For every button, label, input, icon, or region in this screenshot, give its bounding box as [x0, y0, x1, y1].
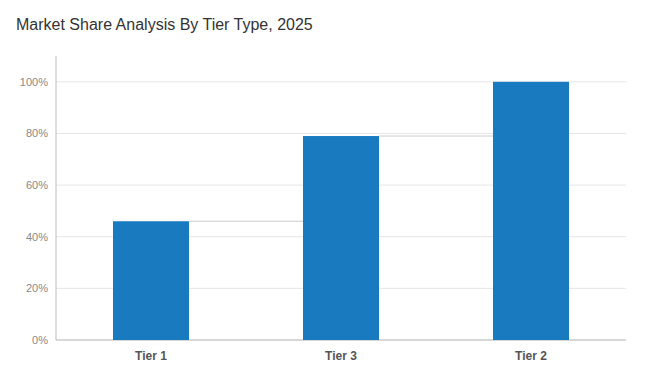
y-tick-label: 20% — [26, 282, 48, 294]
x-axis: Tier 1 Tier 3 Tier 2 — [135, 349, 547, 363]
connector-line — [379, 136, 493, 137]
bar — [113, 221, 189, 340]
y-tick-label: 80% — [26, 127, 48, 139]
chart-container: Market Share Analysis By Tier Type, 2025… — [0, 0, 650, 376]
connector-line — [189, 221, 303, 222]
y-tick-label: 0% — [32, 334, 48, 346]
y-tick-label: 100% — [20, 76, 48, 88]
y-axis: 0% 20% 40% 60% 80% 100% — [20, 76, 626, 346]
x-tick-label: Tier 1 — [135, 349, 167, 363]
bar — [303, 136, 379, 340]
y-axis-line — [56, 56, 57, 340]
x-tick-label: Tier 3 — [325, 349, 357, 363]
x-tick-label: Tier 2 — [515, 349, 547, 363]
y-tick-label: 60% — [26, 179, 48, 191]
bar — [493, 82, 569, 340]
plot-area — [113, 82, 569, 340]
chart-title: Market Share Analysis By Tier Type, 2025 — [16, 16, 313, 33]
y-tick-label: 40% — [26, 231, 48, 243]
chart-svg: Market Share Analysis By Tier Type, 2025… — [0, 0, 650, 376]
